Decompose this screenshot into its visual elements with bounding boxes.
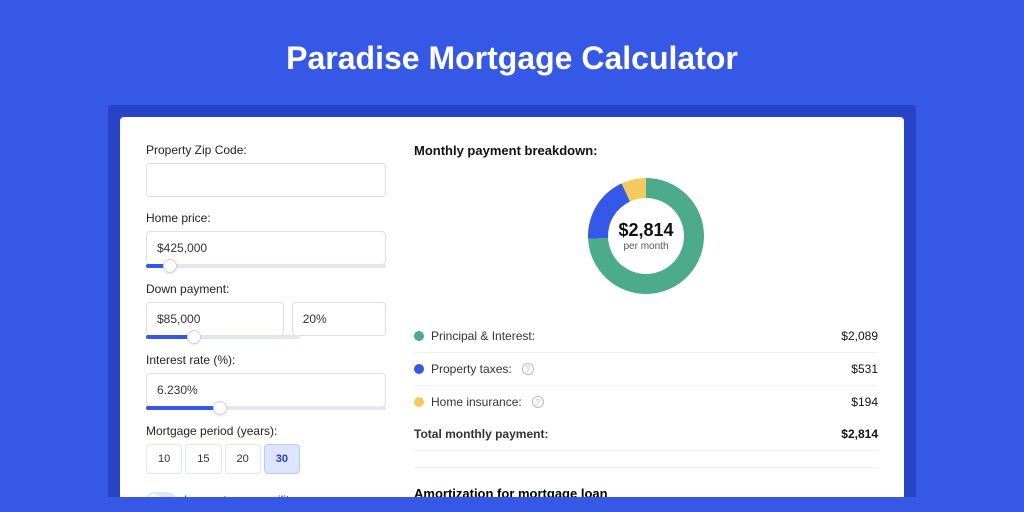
period-buttons: 10152030 [146, 444, 386, 474]
toggle-knob [148, 494, 160, 497]
breakdown-label: Principal & Interest: [431, 329, 535, 343]
veteran-toggle[interactable] [146, 492, 176, 497]
legend-dot [414, 364, 424, 374]
price-label: Home price: [146, 211, 386, 225]
total-row: Total monthly payment: $2,814 [414, 418, 878, 451]
down-group: Down payment: [146, 282, 386, 339]
donut-chart: $2,814 per month [582, 172, 710, 300]
info-icon[interactable]: ? [532, 396, 544, 408]
amortization-title: Amortization for mortgage loan [414, 486, 878, 497]
veteran-row: I am veteran or military [146, 492, 386, 497]
breakdown-label: Property taxes: [431, 362, 512, 376]
period-label: Mortgage period (years): [146, 424, 386, 438]
donut-wrap: $2,814 per month [414, 172, 878, 300]
period-button-20[interactable]: 20 [225, 444, 261, 474]
price-group: Home price: [146, 211, 386, 268]
breakdown-row: Home insurance:? $194 [414, 386, 878, 418]
legend-dot [414, 331, 424, 341]
rate-slider[interactable] [146, 406, 386, 410]
donut-value: $2,814 [618, 220, 673, 241]
period-group: Mortgage period (years): 10152030 [146, 424, 386, 474]
breakdown-rows: Principal & Interest: $2,089 Property taxe… [414, 320, 878, 418]
price-slider[interactable] [146, 264, 386, 268]
breakdown-row: Property taxes:? $531 [414, 353, 878, 386]
breakdown-value: $2,089 [841, 329, 878, 343]
breakdown-row: Principal & Interest: $2,089 [414, 320, 878, 353]
info-icon[interactable]: ? [522, 363, 534, 375]
total-value: $2,814 [841, 427, 878, 441]
zip-label: Property Zip Code: [146, 143, 386, 157]
legend-dot [414, 397, 424, 407]
breakdown-value: $531 [851, 362, 878, 376]
down-label: Down payment: [146, 282, 386, 296]
donut-center: $2,814 per month [582, 172, 710, 300]
inputs-column: Property Zip Code: Home price: Down paym… [146, 143, 386, 497]
calculator-frame: Property Zip Code: Home price: Down paym… [108, 105, 916, 497]
rate-label: Interest rate (%): [146, 353, 386, 367]
period-button-15[interactable]: 15 [185, 444, 221, 474]
rate-group: Interest rate (%): [146, 353, 386, 410]
down-amount-input[interactable] [146, 302, 284, 336]
down-slider[interactable] [146, 335, 300, 339]
down-percent-input[interactable] [292, 302, 386, 336]
zip-group: Property Zip Code: [146, 143, 386, 197]
breakdown-column: Monthly payment breakdown: $2,814 per mo… [414, 143, 878, 497]
rate-input[interactable] [146, 373, 386, 407]
veteran-label: I am veteran or military [184, 493, 306, 497]
breakdown-value: $194 [851, 395, 878, 409]
donut-sublabel: per month [623, 241, 668, 252]
price-input[interactable] [146, 231, 386, 265]
zip-input[interactable] [146, 163, 386, 197]
total-label: Total monthly payment: [414, 427, 548, 441]
amortization-section: Amortization for mortgage loan Amortizat… [414, 467, 878, 497]
breakdown-heading: Monthly payment breakdown: [414, 143, 878, 158]
page-title: Paradise Mortgage Calculator [0, 0, 1024, 105]
calculator-card: Property Zip Code: Home price: Down paym… [120, 117, 904, 497]
period-button-10[interactable]: 10 [146, 444, 182, 474]
breakdown-label: Home insurance: [431, 395, 522, 409]
period-button-30[interactable]: 30 [264, 444, 300, 474]
